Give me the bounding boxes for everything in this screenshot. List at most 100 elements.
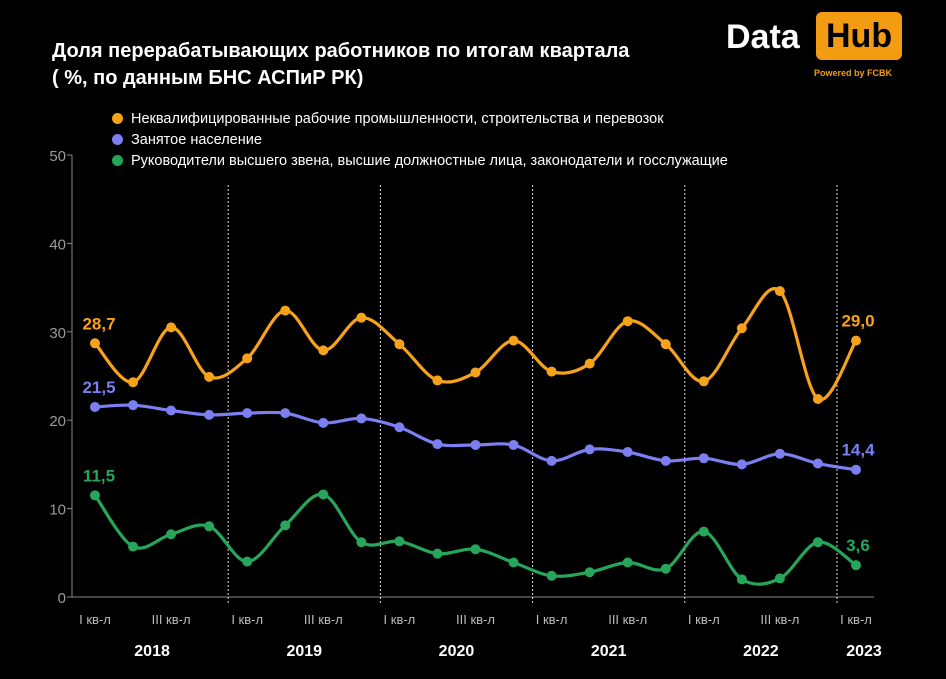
data-point-managers [660, 563, 671, 574]
x-tick-label: III кв-л [608, 612, 647, 627]
data-point-unskilled [394, 339, 405, 350]
chart-title: Доля перерабатывающих работников по итог… [52, 38, 692, 92]
data-point-unskilled [470, 367, 481, 378]
data-point-employed [242, 408, 253, 419]
data-point-employed [698, 453, 709, 464]
data-point-unskilled [546, 366, 557, 377]
legend-label-employed: Занятое население [131, 131, 262, 148]
year-label: 2020 [439, 643, 475, 660]
data-point-employed [736, 459, 747, 470]
data-point-managers [318, 489, 329, 500]
data-label-first-unskilled: 28,7 [82, 314, 115, 333]
data-point-unskilled [851, 335, 861, 346]
data-point-unskilled [774, 286, 785, 297]
y-tick-label: 50 [49, 148, 66, 165]
series-line-unskilled [93, 287, 858, 402]
legend-item-managers: Руководители высшего звена, высшие должн… [112, 150, 728, 171]
data-point-employed [394, 422, 405, 433]
data-point-managers [508, 557, 519, 568]
logo-powered-by: Powered by FCBK [814, 68, 893, 78]
data-label-first-employed: 21,5 [82, 378, 115, 397]
data-point-managers [584, 567, 595, 578]
data-point-unskilled [356, 312, 367, 323]
data-point-managers [128, 541, 139, 552]
x-tick-label: III кв-л [760, 612, 799, 627]
data-point-unskilled [280, 305, 291, 316]
data-point-unskilled [166, 322, 177, 333]
data-point-unskilled [622, 316, 633, 327]
legend-marker-employed [112, 134, 123, 145]
data-point-unskilled [698, 376, 709, 387]
data-point-managers [470, 544, 481, 555]
y-tick-label: 0 [58, 590, 66, 607]
legend-marker-unskilled [112, 113, 123, 124]
legend-item-employed: Занятое население [112, 129, 728, 150]
data-point-managers [736, 574, 747, 585]
data-point-unskilled [584, 358, 595, 369]
data-label-last-managers: 3,6 [846, 536, 870, 555]
x-tick-label: I кв-л [840, 612, 872, 627]
data-point-unskilled [508, 335, 519, 346]
data-point-employed [432, 439, 443, 450]
data-point-employed [546, 455, 557, 466]
data-point-employed [584, 444, 595, 455]
data-point-managers [546, 570, 557, 581]
chart-legend: Неквалифицированные рабочие промышленнос… [112, 108, 728, 171]
data-point-unskilled [432, 375, 443, 386]
data-point-managers [622, 557, 633, 568]
chart-title-line2: ( %, по данным БНС АСПиР РК) [52, 67, 364, 89]
x-tick-label: III кв-л [152, 612, 191, 627]
x-tick-label: I кв-л [536, 612, 568, 627]
x-tick-label: I кв-л [231, 612, 263, 627]
x-tick-label: I кв-л [384, 612, 416, 627]
data-point-unskilled [812, 393, 823, 404]
data-point-managers [166, 529, 177, 540]
data-point-employed [470, 439, 481, 450]
data-point-employed [622, 447, 633, 458]
legend-label-unskilled: Неквалифицированные рабочие промышленнос… [131, 110, 664, 127]
y-tick-label: 20 [49, 413, 66, 430]
y-tick-label: 10 [49, 502, 66, 519]
series-line-managers [93, 492, 858, 586]
y-tick-label: 40 [49, 236, 66, 253]
data-point-employed [90, 401, 100, 412]
data-point-managers [280, 520, 291, 531]
x-tick-label: I кв-л [688, 612, 720, 627]
data-point-employed [280, 408, 291, 419]
data-point-employed [660, 455, 671, 466]
data-point-managers [432, 548, 443, 559]
data-point-managers [204, 521, 215, 532]
data-point-unskilled [128, 377, 139, 388]
data-point-employed [812, 458, 823, 469]
data-point-unskilled [318, 345, 329, 356]
legend-marker-managers [112, 155, 123, 166]
year-label: 2019 [286, 643, 322, 660]
data-point-managers [851, 560, 861, 571]
data-point-managers [90, 490, 100, 501]
data-point-managers [394, 536, 405, 547]
x-tick-label: III кв-л [456, 612, 495, 627]
datahub-logo: Data Hub Powered by FCBK [724, 10, 903, 82]
year-label: 2022 [743, 643, 779, 660]
data-label-last-unskilled: 29,0 [841, 312, 874, 331]
data-point-managers [774, 573, 785, 584]
data-point-managers [242, 556, 253, 567]
year-label: 2018 [134, 643, 170, 660]
data-point-managers [698, 526, 709, 537]
data-point-employed [166, 405, 177, 416]
data-point-managers [812, 537, 823, 548]
x-tick-label: III кв-л [304, 612, 343, 627]
legend-label-managers: Руководители высшего звена, высшие должн… [131, 152, 728, 169]
data-label-last-employed: 14,4 [841, 441, 875, 460]
data-point-employed [318, 417, 329, 428]
data-point-unskilled [736, 323, 747, 334]
data-point-employed [508, 439, 519, 450]
data-point-unskilled [660, 339, 671, 350]
logo-data-text: Data [726, 18, 800, 56]
logo-hub-badge: Hub [816, 12, 903, 60]
data-point-employed [356, 413, 367, 424]
chart-title-line1: Доля перерабатывающих работников по итог… [52, 40, 630, 62]
year-label: 2021 [591, 643, 627, 660]
legend-item-unskilled: Неквалифицированные рабочие промышленнос… [112, 108, 728, 129]
